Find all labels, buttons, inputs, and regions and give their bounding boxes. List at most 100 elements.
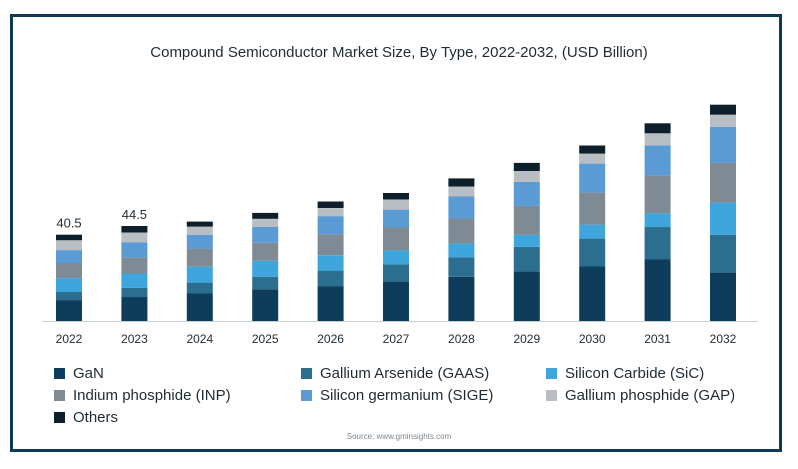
legend-label: Others (73, 409, 119, 426)
bar-segment-2030-5 (579, 153, 606, 164)
bar-segment-2030-4 (579, 163, 606, 193)
bar-segment-2026-3 (317, 234, 344, 256)
bar-segment-2028-3 (448, 218, 475, 244)
bars-group (56, 104, 736, 321)
bar-segment-2025-0 (252, 289, 279, 321)
legend-label: Silicon Carbide (SiC) (565, 365, 705, 382)
x-tick-label-2030: 2030 (579, 332, 606, 346)
bar-segment-2030-6 (579, 145, 606, 154)
bar-segment-2026-2 (317, 255, 344, 271)
x-tick-label-2029: 2029 (513, 332, 540, 346)
bar-segment-2027-2 (383, 250, 409, 265)
data-label-2022: 40.5 (56, 216, 81, 231)
x-tick-label-2027: 2027 (383, 332, 410, 346)
bar-segment-2031-2 (644, 213, 671, 228)
bar-segment-2022-2 (56, 278, 82, 293)
bar-segment-2022-1 (56, 292, 82, 301)
legend-swatch (301, 367, 312, 379)
bar-segment-2029-1 (513, 246, 540, 272)
bar-segment-2022-4 (56, 250, 82, 263)
legend-label: Silicon germanium (SIGE) (320, 387, 494, 404)
chart-title: Compound Semiconductor Market Size, By T… (150, 44, 648, 61)
bar-segment-2031-5 (644, 133, 671, 146)
legend-swatch (301, 389, 312, 401)
bar-segment-2031-0 (644, 259, 671, 321)
bar-segment-2024-4 (186, 234, 213, 249)
data-label-2023: 44.5 (122, 207, 147, 222)
bar-segment-2026-5 (317, 208, 344, 217)
bar-segment-2025-2 (252, 260, 279, 277)
legend-label: Indium phosphide (INP) (73, 387, 231, 404)
bar-segment-2023-6 (121, 226, 148, 233)
legend-item-1: Gallium Arsenide (GAAS) (301, 364, 489, 384)
bar-segment-2023-2 (121, 273, 148, 288)
bar-segment-2024-1 (186, 282, 213, 294)
bar-segment-2027-1 (383, 264, 409, 282)
bar-segment-2025-3 (252, 242, 279, 261)
legend-item-3: Indium phosphide (INP) (54, 386, 231, 406)
bar-segment-2024-6 (186, 221, 213, 227)
bar-segment-2031-4 (644, 145, 671, 176)
bar-segment-2028-5 (448, 186, 475, 197)
source-note: Source: www.gminsights.com (346, 432, 452, 441)
x-tick-label-2031: 2031 (644, 332, 671, 346)
legend-swatch (546, 367, 557, 379)
x-tick-label-2022: 2022 (56, 332, 83, 346)
legend-label: GaN (73, 365, 104, 382)
x-tick-label-2028: 2028 (448, 332, 475, 346)
bar-segment-2032-3 (710, 162, 736, 203)
bar-segment-2025-6 (252, 212, 279, 219)
bar-segment-2028-4 (448, 196, 475, 219)
bar-segment-2028-2 (448, 243, 475, 258)
x-tick-label-2032: 2032 (710, 332, 737, 346)
bar-segment-2028-6 (448, 178, 475, 187)
bar-segment-2029-5 (513, 171, 540, 182)
x-tick-label-2026: 2026 (317, 332, 344, 346)
bar-segment-2029-2 (513, 234, 540, 247)
bar-segment-2024-2 (186, 266, 213, 283)
bar-segment-2024-0 (186, 293, 213, 321)
bar-segment-2026-6 (317, 201, 344, 208)
bar-segment-2027-5 (383, 199, 409, 210)
x-tick-label-2025: 2025 (252, 332, 279, 346)
legend-item-4: Silicon germanium (SIGE) (301, 386, 493, 406)
bar-segment-2022-5 (56, 240, 82, 251)
x-tick-label-2024: 2024 (186, 332, 213, 346)
bar-segment-2029-4 (513, 181, 540, 206)
bar-segment-2022-0 (56, 300, 82, 321)
bar-segment-2023-4 (121, 242, 148, 258)
bar-segment-2028-0 (448, 277, 475, 321)
bar-segment-2026-1 (317, 270, 344, 287)
legend-swatch (54, 367, 65, 379)
bar-segment-2030-0 (579, 266, 606, 321)
bar-segment-2024-5 (186, 226, 213, 235)
legend-swatch (54, 389, 65, 401)
data-labels: 40.5 44.5 (56, 207, 147, 231)
bar-segment-2032-6 (710, 104, 736, 115)
bar-segment-2022-6 (56, 234, 82, 241)
bar-segment-2026-0 (317, 286, 344, 321)
bar-segment-2028-1 (448, 257, 475, 277)
bar-segment-2025-4 (252, 226, 279, 243)
bar-segment-2027-6 (383, 193, 409, 200)
bar-segment-2032-4 (710, 126, 736, 163)
bar-segment-2030-2 (579, 224, 606, 239)
bar-segment-2032-0 (710, 272, 736, 321)
legend-swatch (546, 389, 557, 401)
legend-item-6: Others (54, 408, 118, 428)
bar-segment-2025-1 (252, 276, 279, 290)
bar-segment-2023-5 (121, 232, 148, 243)
legend-swatch (54, 411, 65, 423)
legend-item-0: GaN (54, 364, 104, 384)
bar-segment-2022-3 (56, 263, 82, 278)
legend-label: Gallium phosphide (GAP) (565, 387, 736, 404)
legend-label: Gallium Arsenide (GAAS) (320, 365, 490, 382)
bar-segment-2029-3 (513, 205, 540, 235)
bar-segment-2029-6 (513, 162, 540, 171)
bar-segment-2024-3 (186, 248, 213, 267)
bar-segment-2032-5 (710, 114, 736, 127)
bar-segment-2027-4 (383, 209, 409, 228)
bar-segment-2027-3 (383, 227, 409, 251)
bar-segment-2026-4 (317, 216, 344, 235)
